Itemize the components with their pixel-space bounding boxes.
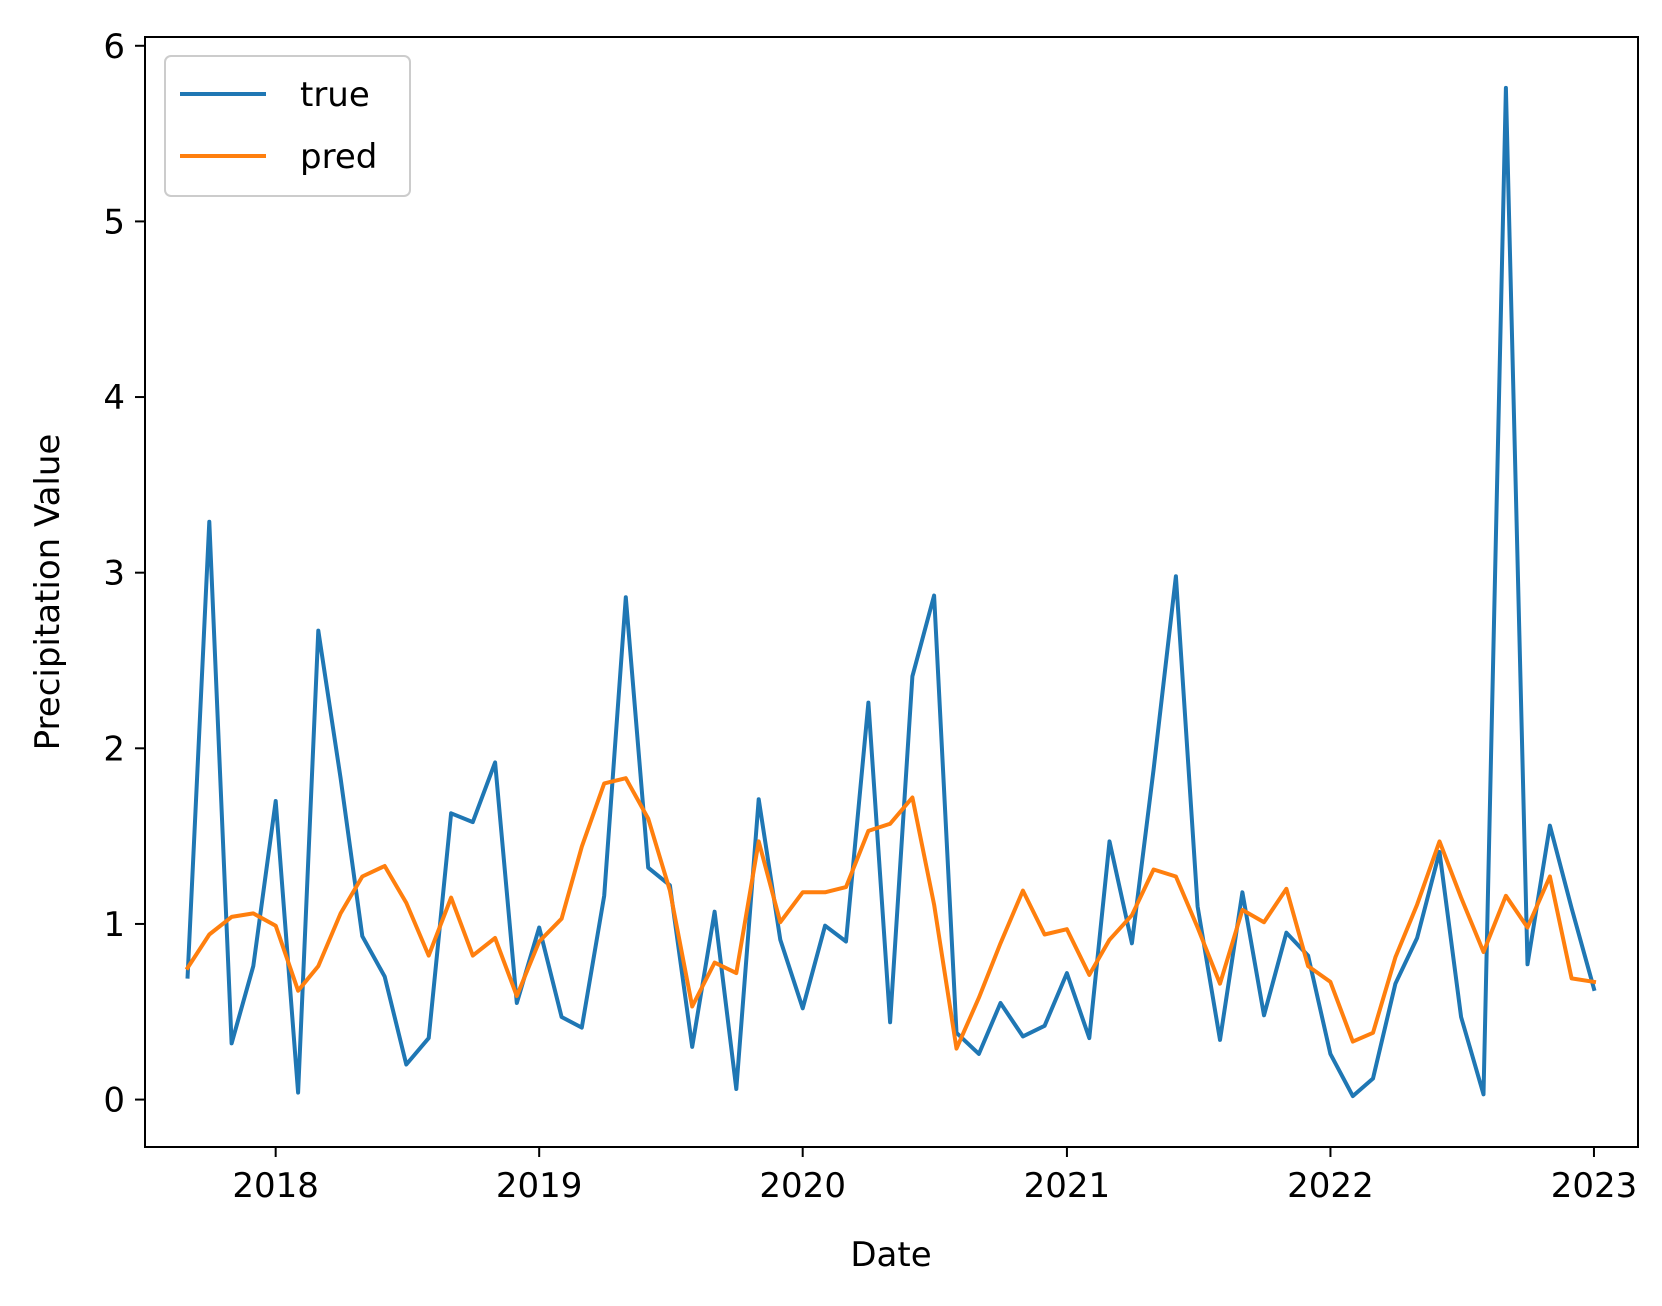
x-tick-label: 2020 [759, 1166, 846, 1206]
x-tick-label: 2022 [1287, 1166, 1374, 1206]
x-axis-ticks: 2018 2019 2020 2021 2022 2023 [232, 1147, 1637, 1206]
y-tick-label: 0 [103, 1081, 125, 1121]
x-axis-label: Date [850, 1235, 931, 1275]
y-axis-ticks: 0 1 2 3 4 5 6 [103, 27, 145, 1121]
y-tick-label: 4 [103, 378, 125, 418]
x-tick-label: 2021 [1024, 1166, 1111, 1206]
plot-frame [144, 36, 1639, 1148]
legend: true pred [164, 55, 411, 197]
x-tick-label: 2019 [496, 1166, 583, 1206]
legend-pred-label: pred [300, 137, 377, 177]
y-tick-label: 5 [103, 202, 125, 242]
y-tick-label: 3 [103, 554, 125, 594]
y-tick-label: 2 [103, 729, 125, 769]
legend-true-label: true [300, 75, 370, 115]
y-axis-label: Precipitation Value [28, 434, 68, 751]
legend-box [164, 55, 411, 197]
series-layer [184, 85, 1597, 1099]
y-tick-label: 6 [103, 27, 125, 67]
x-tick-label: 2023 [1551, 1166, 1638, 1206]
y-tick-label: 1 [103, 905, 125, 945]
series-line-true [185, 85, 1597, 1099]
series-line-pred [184, 776, 1597, 1051]
x-tick-label: 2018 [232, 1166, 319, 1206]
